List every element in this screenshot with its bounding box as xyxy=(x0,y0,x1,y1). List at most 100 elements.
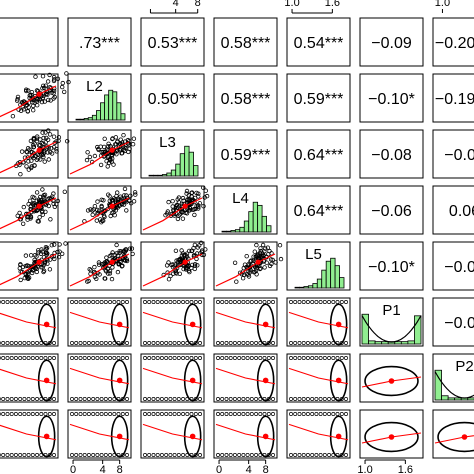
rug-point xyxy=(151,300,156,304)
histogram-bar xyxy=(299,286,305,289)
scatter-point xyxy=(25,263,30,268)
rug-point xyxy=(147,453,152,457)
panel-frame xyxy=(67,185,132,235)
rug-point xyxy=(13,453,18,457)
rug-point xyxy=(125,412,129,416)
panel-frame xyxy=(213,353,278,403)
scatter-point xyxy=(252,249,257,254)
rug-point xyxy=(216,412,220,416)
scatter-point xyxy=(103,268,108,273)
rug-point xyxy=(0,397,1,401)
rug-point xyxy=(99,412,104,416)
rug-point xyxy=(125,341,129,345)
rug-point xyxy=(185,300,190,304)
panel-frame xyxy=(359,353,424,403)
scatter-point xyxy=(90,212,95,217)
scatter-point xyxy=(25,145,31,151)
scatter-point xyxy=(21,204,26,210)
rug-point xyxy=(9,412,14,416)
scatter-point xyxy=(62,189,68,194)
rug-point xyxy=(305,453,310,457)
scatter-point xyxy=(63,241,68,246)
scatter-point xyxy=(132,190,138,195)
scatter-point xyxy=(175,197,180,202)
scatter-point xyxy=(163,212,168,218)
scatter-point xyxy=(262,249,267,254)
rug-point xyxy=(168,356,173,360)
rug-point xyxy=(237,341,242,345)
panel-frame xyxy=(140,353,205,403)
rug-point xyxy=(185,412,190,416)
center-point xyxy=(116,321,123,328)
rug-point xyxy=(314,453,319,457)
rug-point xyxy=(228,412,233,416)
rug-point xyxy=(331,356,336,360)
rug-point xyxy=(193,397,198,401)
rug-point xyxy=(9,356,14,360)
scatter-point xyxy=(25,276,30,281)
rug-point xyxy=(172,397,177,401)
rug-point xyxy=(151,341,156,345)
histogram-bar xyxy=(441,395,449,401)
center-point xyxy=(43,321,50,328)
rug-point xyxy=(82,453,87,457)
histogram-bar xyxy=(221,230,227,233)
rug-point xyxy=(26,453,31,457)
histogram-bar xyxy=(234,229,241,233)
scatter-point xyxy=(107,271,113,276)
scatter-point xyxy=(43,244,49,250)
rug-point xyxy=(151,356,156,360)
rug-point xyxy=(99,300,104,304)
histogram-bar xyxy=(153,174,159,177)
rug-point xyxy=(1,341,6,345)
scatter-point xyxy=(184,188,190,194)
histogram-bar xyxy=(447,397,456,401)
rug-point xyxy=(103,341,108,345)
rug-point xyxy=(310,341,315,345)
rug-point xyxy=(155,397,160,401)
center-point xyxy=(109,147,115,153)
rug-point xyxy=(301,356,306,360)
rug-point xyxy=(335,300,340,304)
scatter-point xyxy=(34,99,39,104)
rug-point xyxy=(168,453,173,457)
rug-point xyxy=(22,356,27,360)
correlation-value: 0.53*** xyxy=(148,35,198,52)
rug-point xyxy=(185,356,190,360)
scatter-point xyxy=(37,96,43,102)
scatter-point xyxy=(98,162,104,168)
histogram-bar xyxy=(166,172,172,177)
panel-frame xyxy=(359,185,424,235)
rug-point xyxy=(0,356,1,360)
scatter-point xyxy=(129,246,135,251)
rug-point xyxy=(39,356,44,360)
rug-point xyxy=(318,397,323,401)
scatter-point xyxy=(254,242,259,248)
rug-point xyxy=(47,453,52,457)
rug-point xyxy=(35,341,40,345)
correlation-value: −0.20*** xyxy=(435,35,474,52)
scatter-point xyxy=(36,219,41,224)
rug-point xyxy=(74,453,79,457)
panel-frame xyxy=(432,353,474,403)
scatter-point xyxy=(171,208,176,214)
fit-line xyxy=(0,141,57,174)
rug-point xyxy=(297,300,302,304)
rug-point xyxy=(22,341,27,345)
rug-point xyxy=(216,341,220,345)
density-curve xyxy=(434,371,474,399)
scatter-point xyxy=(41,93,46,99)
rug-point xyxy=(13,356,18,360)
rug-point xyxy=(99,341,104,345)
scatter-point xyxy=(51,134,57,139)
scatter-point xyxy=(21,107,26,112)
rug-point xyxy=(95,397,100,401)
rug-point xyxy=(147,356,152,360)
rug-point xyxy=(112,356,117,360)
rug-point xyxy=(335,412,340,416)
rug-point xyxy=(339,412,344,416)
density-curve xyxy=(361,315,422,343)
fit-line xyxy=(142,197,203,231)
fit-line xyxy=(434,435,474,444)
scatter-point xyxy=(133,192,138,197)
